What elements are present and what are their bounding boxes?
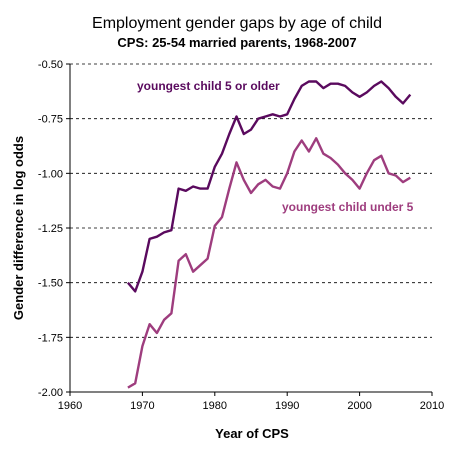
x-tick-label: 1970: [130, 400, 154, 412]
series-lines: [126, 80, 412, 389]
y-tick-label: -0.75: [38, 114, 63, 126]
series-line-under5: [127, 137, 411, 389]
chart-subtitle: CPS: 25-54 married parents, 1968-2007: [117, 35, 356, 50]
y-tick-label: -2.00: [38, 387, 63, 399]
series-line-older: [126, 80, 412, 293]
x-tick-label: 2010: [420, 400, 444, 412]
series-label-older: youngest child 5 or older: [137, 79, 280, 93]
y-axis-title: Gender difference in log odds: [11, 136, 26, 320]
x-tick-label: 2000: [347, 400, 371, 412]
chart-title: Employment gender gaps by age of child: [92, 15, 382, 32]
x-axis-title: Year of CPS: [215, 426, 289, 441]
y-tick-label: -0.50: [38, 59, 63, 71]
y-tick-label: -1.50: [38, 278, 63, 290]
y-tick-label: -1.75: [38, 332, 63, 344]
y-tick-label: -1.25: [38, 223, 63, 235]
x-tick-label: 1990: [275, 400, 299, 412]
x-tick-label: 1980: [203, 400, 227, 412]
gridlines: [70, 63, 432, 338]
series-label-under5: youngest child under 5: [282, 200, 414, 214]
y-tick-label: -1.00: [38, 168, 63, 180]
x-tick-label: 1960: [58, 400, 82, 412]
